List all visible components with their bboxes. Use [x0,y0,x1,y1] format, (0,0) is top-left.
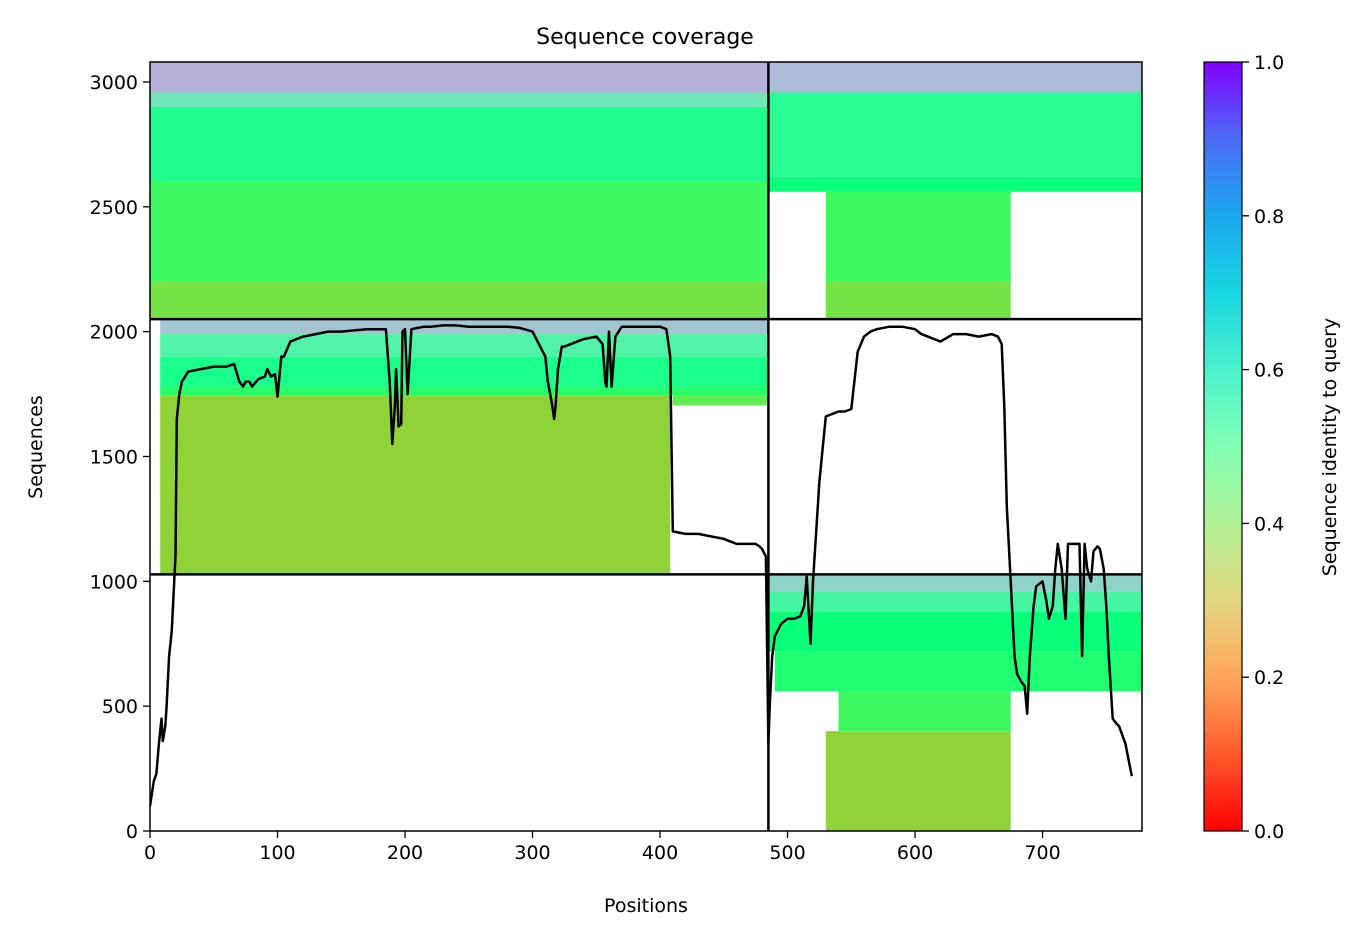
x-tick-label: 400 [642,842,678,864]
y-tick-label: 0 [126,821,138,843]
heatmap-band-a-3 [150,181,769,282]
colorbar-label: Sequence identity to query [1319,318,1341,576]
x-axis: 0 100 200 300 400 500 600 700 [144,831,1061,864]
x-tick-label: 100 [259,842,295,864]
colorbar-tick-label: 0.2 [1254,667,1284,689]
heatmap-band-d-2 [768,611,1142,652]
heatmap-band-a-0 [150,62,769,93]
heatmap-band-c-3 [160,386,769,396]
heatmap-band-b-2 [768,176,1142,192]
x-axis-label: Positions [604,895,688,917]
y-tick-label: 2500 [90,197,138,219]
chart-title: Sequence coverage [536,25,754,50]
heatmap-band-b-4 [825,281,1011,320]
heatmap-band-b-0 [768,62,1142,93]
coverage-line [150,324,1134,807]
heatmap-band-d-1 [768,591,1142,612]
heatmap-band-c-4 [672,395,769,406]
heatmap-band-c-2 [160,356,769,387]
y-tick-label: 3000 [90,72,138,94]
x-tick-label: 200 [387,842,423,864]
colorbar [1203,61,1243,832]
x-tick-label: 700 [1024,842,1060,864]
heatmap-band-d-5 [825,731,1011,831]
heatmap-band-d-0 [768,574,1142,592]
x-tick-label: 600 [897,842,933,864]
heatmap-blocks [150,62,1142,831]
heatmap-band-d-4 [838,691,1011,732]
colorbar-ticks: 0.0 0.2 0.4 0.6 0.8 1.0 [1242,52,1284,843]
heatmap-band-a-1 [150,92,769,107]
heatmap-band-b-3 [825,191,1011,282]
heatmap-band-a-4 [150,281,769,320]
heatmap-band-b-1 [768,92,1142,177]
y-axis-label: Sequences [25,395,47,499]
x-tick-label: 0 [144,842,156,864]
x-tick-label: 300 [514,842,550,864]
colorbar-tick-label: 0.8 [1254,206,1284,228]
y-tick-label: 1000 [90,571,138,593]
y-axis: 0 500 1000 1500 2000 2500 3000 [90,72,150,843]
colorbar-tick-label: 0.4 [1254,513,1284,535]
y-tick-label: 2000 [90,322,138,344]
y-tick-label: 1500 [90,446,138,468]
heatmap-band-d-3 [774,651,1142,692]
x-tick-label: 500 [769,842,805,864]
heatmap-band-a-2 [150,106,769,182]
colorbar-tick-label: 0.0 [1254,821,1284,843]
colorbar-tick-label: 0.6 [1254,360,1284,382]
plot-frame [149,61,1143,832]
y-tick-label: 500 [102,696,138,718]
heatmap-band-c-5 [160,395,671,575]
coverage-line-layer [150,324,1134,807]
colorbar-tick-label: 1.0 [1254,52,1284,74]
heatmap-band-c-1 [160,334,769,357]
